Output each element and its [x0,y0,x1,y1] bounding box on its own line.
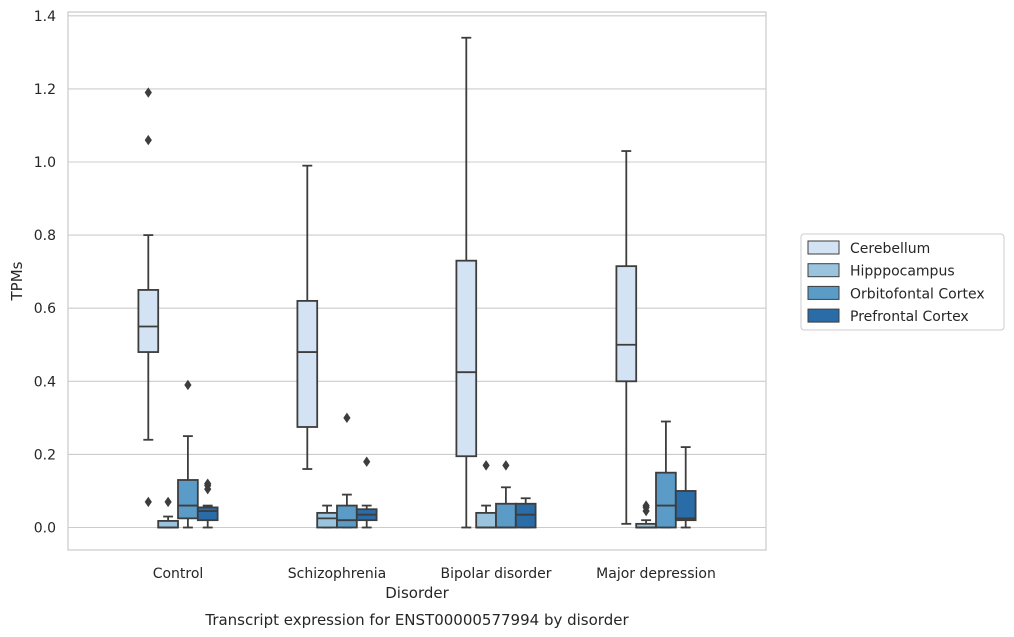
box-iqr [495,502,517,529]
legend-label: Cerebellum [850,241,930,257]
outlier-point [502,460,510,471]
outlier-point [164,496,172,508]
grid-lines [68,15,766,529]
box-iqr [177,479,199,520]
box-hipppocampus [157,496,179,529]
x-tick-label: Schizophrenia [288,566,386,582]
box-iqr [475,511,497,529]
legend-swatch [807,263,840,278]
box-prefrontal-cortex [196,478,219,529]
y-tick-label: 0.6 [34,301,56,317]
y-axis-ticks: 0.0 0.2 0.4 0.6 0.8 1.0 1.2 1.4 [34,9,56,537]
y-tick-label: 1.4 [34,9,56,25]
box-orbitofontal-cortex [495,460,517,529]
box-iqr [316,511,338,529]
box-iqr [296,299,319,428]
chart-caption: Transcript expression for ENST0000057799… [204,611,629,629]
outlier-point [343,412,351,424]
box-iqr [674,490,697,522]
outlier-point [144,87,152,98]
box-orbitofontal-cortex [177,379,199,529]
box-prefrontal-cortex [514,497,537,529]
box-cerebellum [137,87,160,508]
box-iqr [455,259,478,458]
box-hipppocampus [475,460,497,529]
plot-area-background [68,12,766,550]
outlier-point [144,134,152,146]
box-cerebellum [615,150,638,525]
legend-swatch [807,285,840,300]
box-iqr [514,502,537,529]
box-iqr [336,504,358,529]
legend: Cerebellum Hipppocampus Orbitofontal Corte… [800,233,1005,331]
x-tick-label: Major depression [596,566,716,582]
y-axis-title: TPMs [8,261,26,301]
y-tick-label: 0.0 [34,521,56,537]
box-iqr [157,520,179,529]
legend-swatch [807,240,840,255]
y-tick-label: 1.2 [34,82,56,98]
x-axis-ticks: Control Schizophrenia Bipolar disorder Majo… [153,566,716,582]
outlier-point [144,496,152,508]
box-iqr [655,471,677,529]
box-orbitofontal-cortex [655,420,677,529]
box-prefrontal-cortex [355,456,378,529]
x-axis-title: Disorder [385,584,449,602]
plot-frame [67,11,767,551]
legend-label: Orbitofontal Cortex [850,286,985,302]
x-tick-label: Control [153,566,204,582]
box-hipppocampus [635,500,657,529]
y-tick-label: 1.0 [34,155,56,171]
box-iqr [615,265,638,383]
box-iqr [196,506,219,522]
legend-items: Cerebellum Hipppocampus Orbitofontal Corte… [807,240,985,325]
legend-label: Hipppocampus [850,264,955,280]
outlier-point [204,478,212,489]
x-tick-label: Bipolar disorder [440,566,551,582]
y-tick-label: 0.4 [34,374,56,390]
outlier-point [363,456,371,467]
box-orbitofontal-cortex [336,412,358,529]
box-iqr [137,289,160,353]
y-tick-label: 0.8 [34,228,56,244]
box-prefrontal-cortex [674,446,697,529]
outlier-point [482,460,490,471]
outlier-point [184,379,192,391]
box-series [137,36,697,529]
legend-label: Prefrontal Cortex [850,309,969,325]
y-tick-label: 0.2 [34,447,56,463]
outlier-point [642,500,650,511]
box-cerebellum [455,36,478,529]
legend-frame [800,233,1005,331]
box-cerebellum [296,164,319,470]
legend-swatch [807,308,840,323]
